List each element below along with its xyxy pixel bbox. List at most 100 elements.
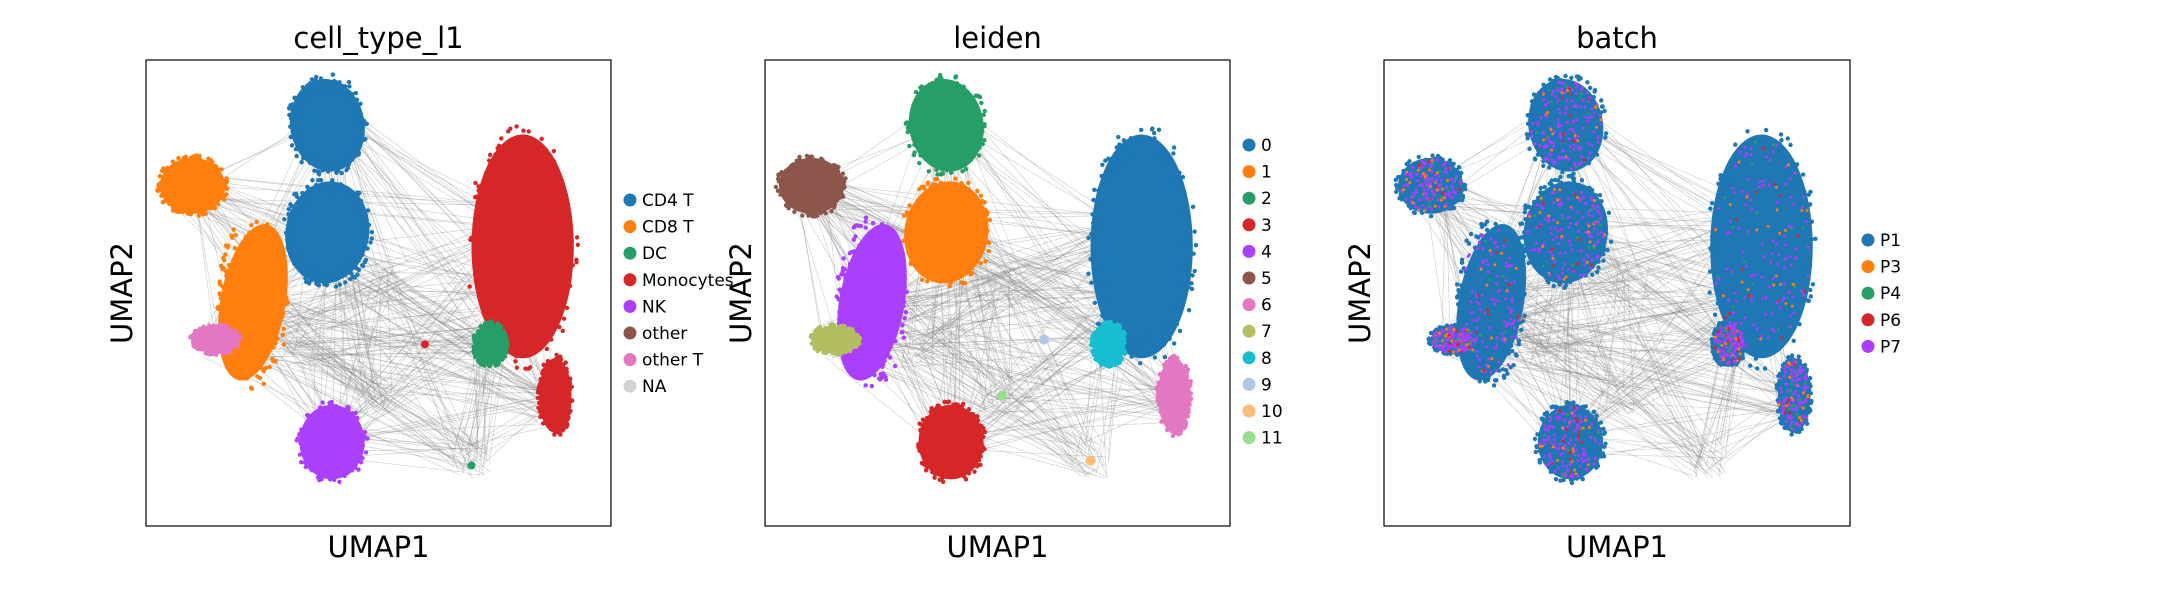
cell-point: [286, 211, 291, 217]
cell-point: [863, 225, 868, 230]
cell-point: [1470, 290, 1474, 294]
cell-point: [494, 168, 500, 173]
connectivity-line: [1537, 303, 1739, 351]
cell-point: [1089, 342, 1094, 348]
cell-point: [1488, 249, 1492, 253]
cell-point: [826, 165, 831, 171]
cell-point: [232, 328, 238, 333]
connectivity-line: [953, 234, 1175, 406]
cell-point: [913, 127, 918, 132]
cell-point: [1584, 418, 1588, 422]
cell-point: [544, 346, 550, 352]
connectivity-line: [285, 343, 480, 351]
cell-point: [911, 152, 917, 158]
cell-point: [1783, 167, 1788, 172]
cell-point: [1796, 354, 1801, 359]
connectivity-line: [989, 327, 1092, 402]
connectivity-line: [1084, 325, 1095, 456]
legend-label: NA: [642, 377, 667, 397]
cell-point: [1404, 197, 1408, 201]
cell-point: [944, 168, 950, 173]
cell-point: [1568, 401, 1573, 406]
connectivity-line: [468, 415, 545, 464]
cell-point: [1543, 273, 1548, 278]
cell-point: [1564, 279, 1570, 285]
cell-point: [829, 199, 835, 205]
cell-point: [1743, 335, 1749, 341]
cell-point: [356, 152, 361, 157]
connectivity-line: [1082, 463, 1105, 478]
connectivity-line: [371, 408, 468, 470]
cell-point: [841, 311, 846, 316]
cell-point: [195, 340, 200, 345]
cell-point: [1583, 263, 1587, 267]
connectivity-line: [962, 328, 1110, 450]
cell-point: [330, 178, 335, 183]
cell-point: [972, 416, 977, 422]
connectivity-line: [1003, 405, 1082, 477]
connectivity-line: [288, 352, 305, 366]
connectivity-line: [854, 320, 1163, 389]
connectivity-line: [1095, 361, 1128, 474]
cell-point: [1511, 362, 1516, 368]
cell-point: [337, 182, 343, 187]
cell-point: [775, 188, 781, 193]
connectivity-line: [1496, 314, 1731, 343]
x-axis-label: UMAP1: [327, 530, 429, 564]
cell-point: [514, 354, 519, 359]
cell-point: [228, 327, 233, 332]
cell-point: [476, 200, 481, 205]
cell-point: [286, 224, 291, 230]
cell-point: [1181, 364, 1187, 370]
cell-point: [514, 365, 520, 370]
connectivity-line: [386, 265, 409, 286]
cell-point: [267, 250, 272, 255]
cell-point: [356, 443, 361, 449]
cell-point: [1718, 362, 1724, 367]
cell-point: [194, 207, 199, 213]
cell-point: [1541, 264, 1545, 268]
connectivity-line: [369, 289, 383, 389]
cell-point: [309, 468, 315, 473]
legend-marker: [1242, 298, 1256, 312]
cell-point: [1740, 355, 1746, 361]
cell-point: [1496, 299, 1500, 303]
connectivity-line: [1536, 339, 1728, 364]
cell-point: [1802, 365, 1807, 370]
cell-point: [359, 450, 364, 455]
cell-point: [923, 426, 929, 432]
cell-point: [551, 322, 556, 328]
cell-point: [909, 261, 914, 266]
cell-point: [521, 128, 526, 133]
cell-point: [1093, 356, 1098, 362]
cell-point: [972, 254, 978, 260]
cell-point: [986, 240, 992, 246]
cell-point: [1132, 136, 1137, 142]
cell-point: [280, 313, 285, 318]
cell-point: [928, 158, 934, 163]
cell-point: [1719, 322, 1725, 327]
connectivity-line: [378, 387, 388, 390]
cell-point: [1762, 366, 1768, 371]
cell-point: [1483, 379, 1488, 384]
cell-point: [1185, 394, 1191, 399]
cell-point: [978, 462, 983, 468]
cell-point: [499, 136, 504, 141]
cell-point: [969, 271, 975, 276]
cell-point: [1594, 152, 1600, 157]
cell-point: [1721, 294, 1725, 298]
connectivity-line: [452, 344, 478, 459]
cell-point: [820, 157, 825, 163]
cell-point: [1532, 258, 1537, 264]
connectivity-line: [847, 333, 1159, 405]
connectivity-line: [315, 362, 388, 382]
cell-point: [1400, 193, 1406, 198]
cell-point: [1792, 311, 1796, 315]
cell-point: [1491, 383, 1497, 388]
cell-point: [1750, 332, 1756, 338]
cell-point: [1789, 372, 1793, 376]
cell-point: [1596, 209, 1600, 213]
cell-point: [1177, 170, 1182, 175]
cell-point: [1599, 199, 1604, 204]
cell-point: [1777, 142, 1783, 147]
